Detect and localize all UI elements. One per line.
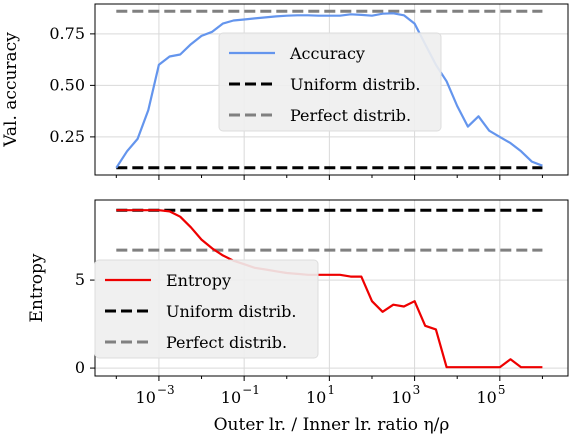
x-tick-exponent: 5 [498, 383, 506, 397]
legend-label: Perfect distrib. [290, 106, 411, 125]
series-line [116, 209, 543, 369]
series-line [115, 12, 543, 169]
x-tick-exponent: −1 [242, 383, 260, 397]
axes-frame [94, 3, 569, 176]
x-tick-label: 10 [391, 388, 411, 407]
panel-2: 0 5 Entropy Entropy Uniform distrib. Perfect … [27, 199, 569, 381]
x-tick-label: 10 [136, 388, 156, 407]
legend-label: Uniform distrib. [166, 302, 296, 321]
y-axis-label: Val. accuracy [1, 32, 21, 148]
x-tick-label: 10 [306, 388, 326, 407]
legend-box [94, 259, 319, 359]
y-tick-label: 5 [75, 270, 85, 289]
y-tick-label: 0.50 [49, 75, 85, 94]
legend-label: Uniform distrib. [290, 75, 420, 94]
y-tick-label: 0 [75, 358, 85, 377]
y-axis-label: Entropy [27, 253, 47, 322]
x-tick-label: 10 [221, 388, 241, 407]
x-tick-exponent: −3 [157, 383, 175, 397]
x-tick-label: 10 [476, 388, 496, 407]
legend-label: Accuracy [289, 44, 365, 63]
y-tick-label: 0.75 [49, 24, 85, 43]
x-axis-label: Outer lr. / Inner lr. ratio η/ρ [214, 415, 450, 435]
x-tick-exponent: 1 [327, 383, 335, 397]
legend-box [218, 32, 442, 132]
x-tick-exponent: 3 [413, 383, 421, 397]
legend-label: Entropy [166, 271, 231, 290]
legend-label: Perfect distrib. [166, 333, 287, 352]
panel-1: 0.25 0.50 0.75 Val. accuracy Accuracy Uniform… [1, 3, 569, 180]
y-tick-label: 0.25 [49, 127, 85, 146]
